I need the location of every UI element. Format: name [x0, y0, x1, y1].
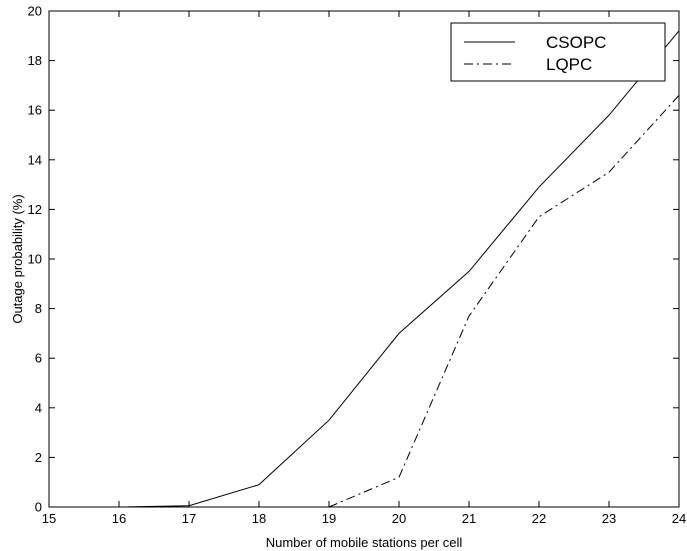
y-tick-label: 4: [35, 400, 42, 415]
y-axis-ticks: 0 2 4 6 8 10 12 14 16 18 20: [28, 4, 679, 515]
y-tick-label: 6: [35, 351, 42, 366]
y-tick-label: 8: [35, 301, 42, 316]
series-line-csopc: [49, 30, 680, 508]
x-tick-label: 16: [112, 511, 126, 526]
y-tick-label: 2: [35, 450, 42, 465]
plot-frame: [48, 10, 680, 508]
x-tick-label: 24: [672, 511, 686, 526]
legend-label-csopc: CSOPC: [546, 33, 606, 52]
y-tick-label: 10: [28, 252, 42, 267]
x-tick-label: 15: [42, 511, 56, 526]
x-tick-label: 19: [322, 511, 336, 526]
x-tick-label: 22: [532, 511, 546, 526]
legend-label-lqpc: LQPC: [546, 55, 592, 74]
x-axis-label: Number of mobile stations per cell: [266, 535, 463, 550]
legend: CSOPC LQPC: [450, 22, 666, 82]
y-tick-label: 12: [28, 202, 42, 217]
x-tick-label: 20: [392, 511, 406, 526]
series-line-lqpc: [328, 94, 680, 508]
y-tick-label: 0: [35, 500, 42, 515]
x-tick-label: 17: [182, 511, 196, 526]
x-tick-label: 23: [602, 511, 616, 526]
x-axis-ticks: 15 16 17 18 19 20 21 22 23 24: [42, 11, 686, 526]
legend-box: [450, 22, 666, 82]
plot-area: [48, 10, 680, 508]
y-tick-label: 16: [28, 103, 42, 118]
x-tick-label: 18: [252, 511, 266, 526]
series-lines: [49, 30, 680, 508]
y-tick-label: 18: [28, 53, 42, 68]
y-axis-label: Outage probability (%): [10, 194, 25, 323]
y-tick-label: 20: [28, 4, 42, 19]
x-tick-label: 21: [462, 511, 476, 526]
y-tick-label: 14: [28, 152, 42, 167]
